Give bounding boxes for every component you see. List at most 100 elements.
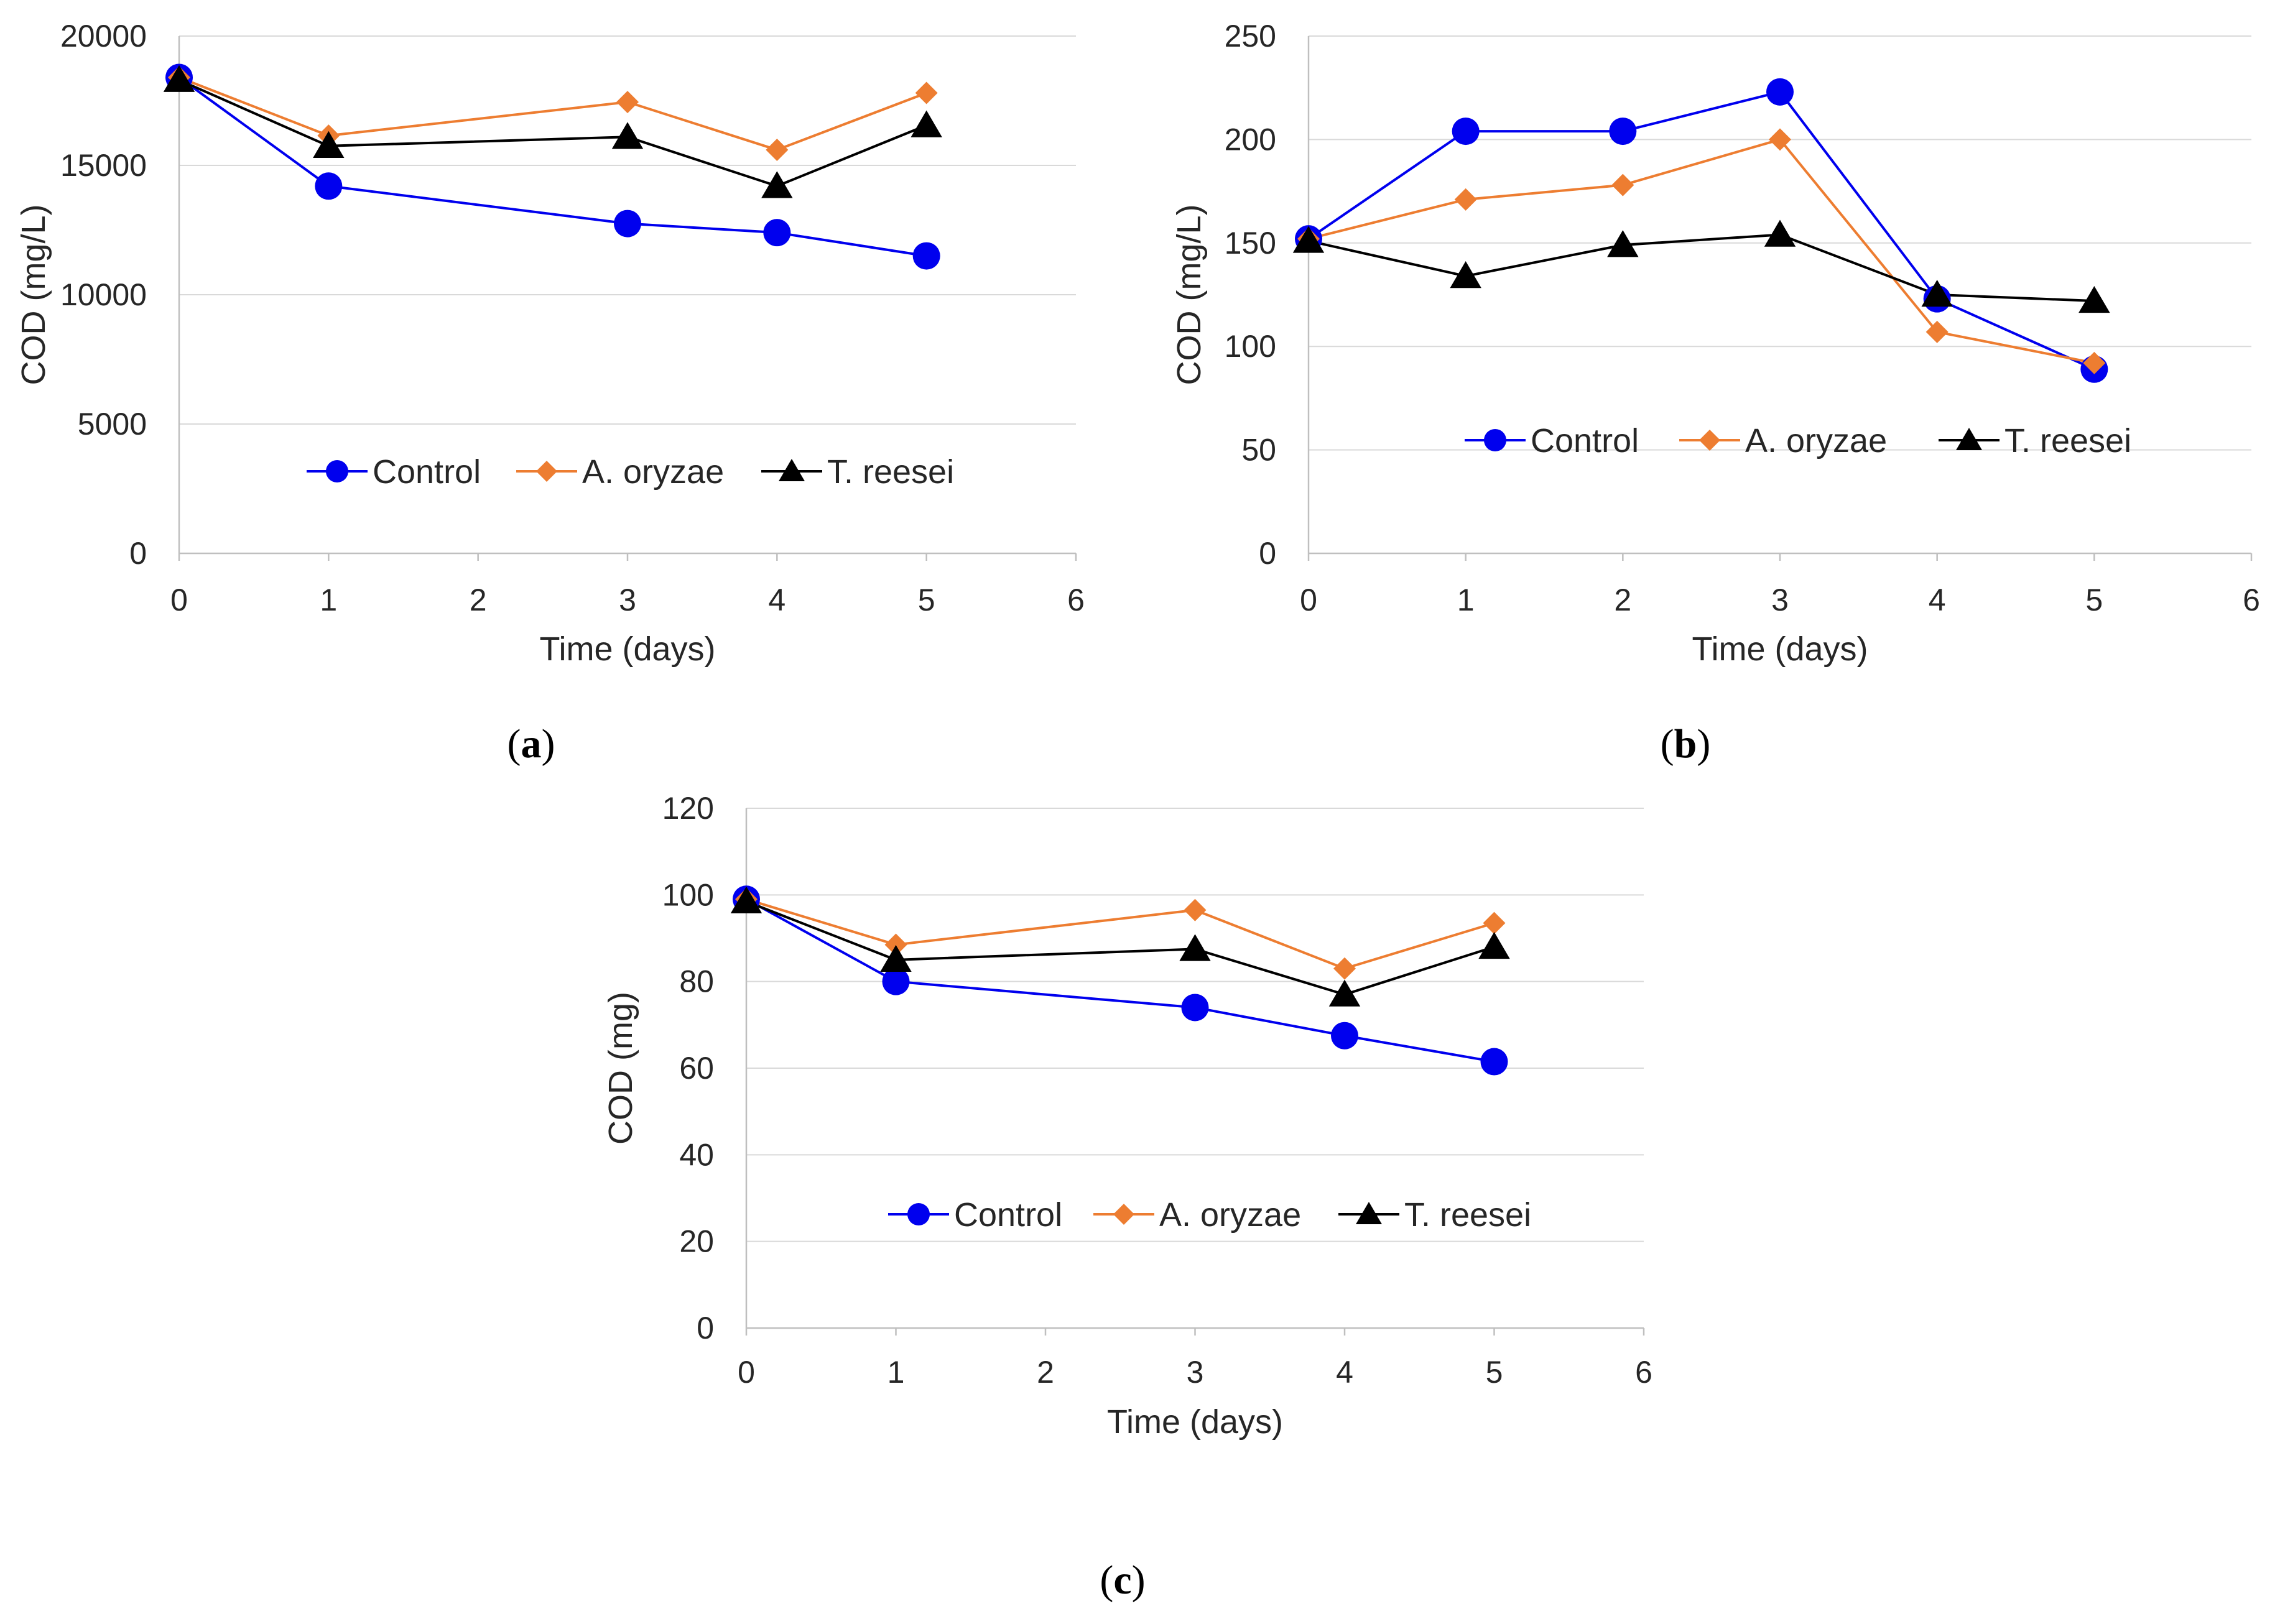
series-line-control	[746, 898, 1495, 1063]
legend-marker	[1699, 430, 1720, 451]
x-tick-label: 5	[2085, 583, 2103, 617]
legend-entry: A. oryzae	[582, 453, 724, 491]
y-tick-label: 60	[679, 1051, 714, 1086]
data-point-t-reesei	[1292, 226, 1325, 253]
x-tick-label: 3	[619, 583, 636, 617]
data-point-a-oryzae	[1925, 320, 1949, 343]
data-point-t-reesei	[911, 110, 942, 137]
y-tick-label: 150	[1225, 226, 1276, 261]
x-tick-label: 0	[170, 583, 188, 617]
data-point-a-oryzae	[1333, 957, 1356, 980]
data-point-control	[315, 172, 343, 200]
x-tick-label: 6	[2243, 583, 2260, 617]
data-point-t-reesei	[1450, 261, 1481, 288]
x-tick-label: 1	[1457, 583, 1475, 617]
x-axis-label: Time (days)	[1692, 630, 1868, 668]
x-tick-label: 5	[918, 583, 935, 617]
legend-entry: A. oryzae	[1745, 422, 1887, 459]
y-tick-label: 5000	[78, 407, 147, 441]
x-tick-label: 3	[1187, 1355, 1204, 1390]
series-line-t-reesei	[178, 78, 927, 188]
y-axis-label: COD (mg/L)	[15, 204, 52, 385]
y-tick-label: 80	[679, 964, 714, 999]
data-point-control	[763, 219, 791, 247]
legend-entry: Control	[1531, 422, 1639, 459]
data-point-t-reesei	[1607, 230, 1639, 257]
x-tick-label: 4	[1929, 583, 1946, 617]
y-tick-label: 20	[679, 1224, 714, 1259]
legend-marker	[1113, 1204, 1134, 1225]
data-point-t-reesei	[1921, 280, 1953, 307]
data-point-t-reesei	[880, 944, 912, 972]
x-tick-label: 1	[320, 583, 337, 617]
data-point-t-reesei	[1764, 219, 1796, 247]
data-point-t-reesei	[761, 171, 793, 198]
legend-entry: T. reesei	[2004, 422, 2131, 459]
x-tick-label: 6	[1635, 1355, 1652, 1390]
series-line-t-reesei	[1308, 233, 2095, 302]
x-tick-label: 2	[1037, 1355, 1054, 1390]
series-line-a-oryzae	[1308, 138, 2095, 364]
data-point-a-oryzae	[766, 139, 789, 162]
x-tick-label: 6	[1067, 583, 1085, 617]
data-point-t-reesei	[163, 65, 195, 92]
data-point-control	[882, 967, 910, 995]
series-line-control	[178, 76, 927, 257]
x-tick-label: 3	[1771, 583, 1789, 617]
y-tick-label: 0	[1259, 536, 1276, 571]
data-point-control	[1331, 1022, 1358, 1050]
data-point-a-oryzae	[1184, 898, 1207, 921]
y-tick-label: 50	[1241, 433, 1276, 468]
x-axis-label: Time (days)	[1107, 1403, 1283, 1441]
data-point-a-oryzae	[1454, 188, 1477, 211]
data-point-control	[1609, 118, 1637, 145]
legend-entry: A. oryzae	[1159, 1196, 1301, 1234]
data-point-a-oryzae	[1483, 911, 1506, 934]
y-tick-label: 0	[697, 1311, 714, 1345]
data-point-t-reesei	[730, 886, 762, 913]
data-point-t-reesei	[1328, 979, 1361, 1007]
x-axis-label: Time (days)	[539, 630, 715, 668]
legend-entry: T. reesei	[1404, 1196, 1531, 1234]
legend-marker	[536, 461, 557, 482]
data-point-a-oryzae	[884, 933, 907, 956]
legend-entry: Control	[373, 453, 481, 491]
legend-marker	[1956, 428, 1982, 450]
x-tick-label: 1	[887, 1355, 905, 1390]
x-tick-label: 5	[1486, 1355, 1503, 1390]
data-point-a-oryzae	[915, 81, 938, 104]
data-point-control	[614, 210, 641, 238]
y-tick-label: 10000	[60, 277, 147, 312]
data-point-control	[1452, 118, 1480, 145]
y-tick-label: 100	[662, 877, 714, 912]
data-point-a-oryzae	[616, 91, 639, 114]
y-axis-label: COD (mg/L)	[1170, 204, 1208, 385]
x-tick-label: 4	[768, 583, 785, 617]
y-tick-label: 200	[1225, 122, 1276, 157]
legend: Control A. oryzae T. reesei	[307, 453, 954, 491]
x-tick-label: 0	[1300, 583, 1317, 617]
panel-label: (b)	[1661, 721, 1711, 767]
y-axis-label: COD (mg)	[602, 992, 639, 1145]
y-tick-label: 100	[1225, 329, 1276, 364]
x-tick-label: 2	[1614, 583, 1631, 617]
chart-panel-b: 0 50 100 150 200 250 0 1 2 3 4 5 6 Time (days) COD (mg…	[1170, 19, 2260, 767]
legend: Control A. oryzae T. reesei	[1465, 422, 2131, 459]
x-tick-label: 2	[470, 583, 487, 617]
legend-entry: T. reesei	[827, 453, 954, 491]
data-point-t-reesei	[2078, 285, 2110, 313]
chart-panel-c: 0 20 40 60 80 100 120 0 1 2 3 4 5 6 Time (days) COD (mg…	[602, 791, 1652, 1603]
data-point-t-reesei	[1179, 934, 1211, 961]
series-line-a-oryzae	[746, 898, 1495, 970]
x-tick-label: 4	[1336, 1355, 1353, 1390]
chart-panel-a: 0 5000 10000 15000 20000 0 1 2 3 4 5 6 Time (days) CO…	[15, 19, 1085, 767]
legend-marker	[779, 459, 805, 481]
legend-marker	[326, 460, 348, 482]
data-point-a-oryzae	[1769, 128, 1791, 151]
panel-label: (c)	[1100, 1557, 1145, 1603]
panel-label: (a)	[507, 721, 555, 767]
y-tick-label: 0	[129, 536, 147, 571]
y-tick-label: 40	[679, 1137, 714, 1172]
data-point-t-reesei	[313, 131, 345, 158]
